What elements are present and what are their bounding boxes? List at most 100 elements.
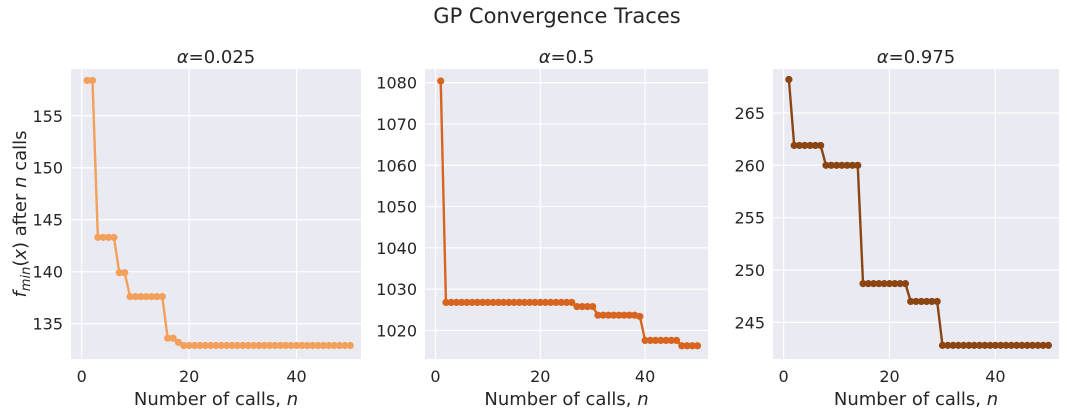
y-tick-label: 250	[734, 261, 765, 280]
data-point	[282, 341, 290, 350]
y-tick-label: 1060	[376, 156, 417, 175]
data-point	[515, 298, 523, 306]
data-point	[683, 342, 691, 350]
data-point	[110, 233, 118, 241]
data-point	[688, 342, 696, 350]
data-point	[201, 341, 209, 350]
data-point	[207, 341, 215, 350]
data-point	[891, 280, 899, 288]
data-point	[594, 311, 602, 319]
data-point	[620, 311, 628, 319]
data-point	[94, 233, 102, 241]
data-point	[827, 161, 835, 169]
data-point	[986, 341, 994, 349]
data-point	[1028, 341, 1037, 349]
data-point	[526, 298, 534, 306]
data-point	[1007, 341, 1015, 349]
data-point	[610, 311, 618, 319]
panel-title: α=0.975	[877, 47, 956, 68]
data-point	[917, 297, 925, 306]
data-point	[615, 311, 623, 319]
data-point	[922, 297, 931, 306]
data-point	[244, 341, 252, 350]
data-point	[1018, 341, 1026, 349]
y-tick-label: 245	[734, 313, 765, 332]
panel-title: α=0.5	[539, 47, 595, 68]
data-point	[255, 341, 263, 350]
data-point	[557, 298, 565, 306]
data-point	[217, 341, 225, 350]
data-point	[864, 280, 872, 288]
data-point	[260, 341, 268, 350]
data-point	[447, 298, 455, 306]
y-tick-label: 140	[32, 263, 63, 282]
data-point	[1023, 341, 1031, 349]
data-point	[970, 341, 978, 349]
data-point	[319, 341, 328, 350]
y-tick-label: 1050	[376, 198, 417, 217]
data-point	[463, 298, 471, 306]
data-point	[997, 341, 1005, 349]
data-point	[505, 298, 513, 306]
data-point	[500, 298, 508, 306]
data-point	[131, 293, 140, 301]
data-point	[949, 341, 957, 349]
data-point	[907, 297, 915, 306]
data-point	[568, 298, 576, 306]
data-point	[330, 341, 338, 350]
data-point	[854, 161, 862, 169]
data-point	[912, 297, 920, 306]
data-point	[169, 334, 177, 342]
y-tick-label: 265	[734, 104, 765, 123]
data-point	[452, 298, 461, 306]
y-tick-label: 1020	[376, 321, 417, 340]
data-point	[562, 298, 571, 306]
data-point	[795, 141, 804, 150]
data-point	[583, 302, 592, 311]
data-point	[981, 341, 989, 349]
x-tick-label: 20	[179, 367, 199, 386]
figure-suptitle: GP Convergence Traces	[433, 4, 680, 28]
data-point	[266, 341, 274, 350]
data-point	[473, 298, 482, 306]
data-point	[960, 341, 968, 349]
data-point	[164, 334, 172, 342]
y-tick-label: 150	[32, 159, 63, 178]
data-point	[239, 341, 247, 350]
data-point	[657, 336, 665, 345]
data-point	[212, 341, 220, 350]
plot-area	[71, 69, 361, 359]
data-point	[531, 298, 539, 306]
data-point	[625, 311, 633, 319]
data-point	[885, 280, 894, 288]
chart-panel-3: 245 250 255 260 265 0 20 40 α=0.975 Number of cal…	[734, 47, 1059, 410]
y-tick-label: 155	[32, 107, 63, 126]
data-point	[589, 302, 597, 311]
data-point	[479, 298, 487, 306]
data-point	[843, 161, 851, 169]
data-point	[938, 341, 947, 349]
data-point	[901, 280, 910, 288]
data-point	[484, 298, 492, 306]
data-point	[489, 298, 497, 306]
data-point	[672, 336, 681, 345]
data-point	[552, 298, 560, 306]
data-point	[88, 76, 97, 85]
data-point	[646, 336, 654, 345]
panel-title: α=0.025	[177, 47, 256, 68]
data-point	[83, 76, 91, 85]
x-axis-label: Number of calls, n	[484, 389, 648, 410]
y-tick-label: 1070	[376, 115, 417, 134]
x-axis-label: Number of calls, n	[834, 389, 998, 410]
data-point	[196, 341, 204, 350]
data-point	[859, 280, 867, 288]
data-point	[99, 233, 107, 241]
data-point	[636, 312, 644, 321]
data-point	[880, 280, 888, 288]
data-point	[303, 341, 311, 350]
data-point	[104, 233, 113, 241]
data-point	[437, 77, 445, 85]
data-point	[790, 141, 798, 150]
y-tick-label: 1040	[376, 239, 417, 258]
